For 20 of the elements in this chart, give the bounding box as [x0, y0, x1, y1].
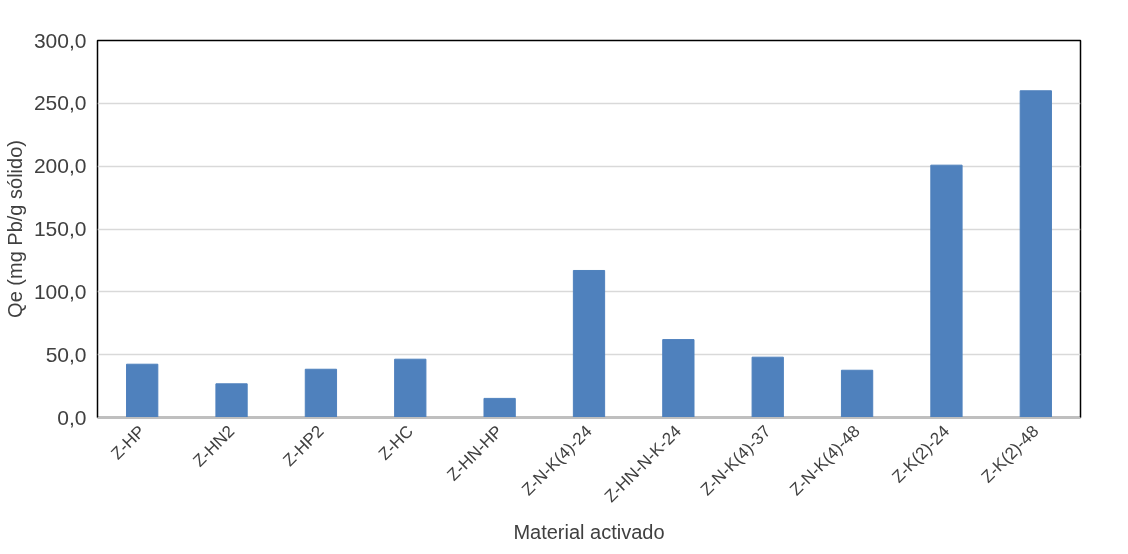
y-axis-title: Qe (mg Pb/g sólido) — [3, 140, 26, 318]
bar — [840, 369, 874, 418]
bar — [215, 383, 248, 418]
bar — [662, 339, 695, 418]
bar — [572, 269, 606, 418]
y-tick-label: 100,0 — [33, 279, 87, 303]
y-tick-label: 0,0 — [57, 405, 87, 429]
y-tick-label: 250,0 — [33, 91, 87, 115]
bar — [751, 356, 784, 418]
bar — [304, 368, 338, 418]
y-tick-label: 300,0 — [33, 28, 87, 52]
y-tick-label: 150,0 — [33, 217, 87, 240]
y-tick-label: 200,0 — [33, 154, 87, 178]
bar — [483, 397, 516, 418]
y-tick-label: 50,0 — [45, 342, 87, 366]
bar — [1019, 90, 1052, 418]
x-axis-title: Material activado — [513, 520, 665, 543]
bar — [126, 363, 159, 418]
bar — [394, 358, 427, 418]
bar — [930, 164, 963, 418]
